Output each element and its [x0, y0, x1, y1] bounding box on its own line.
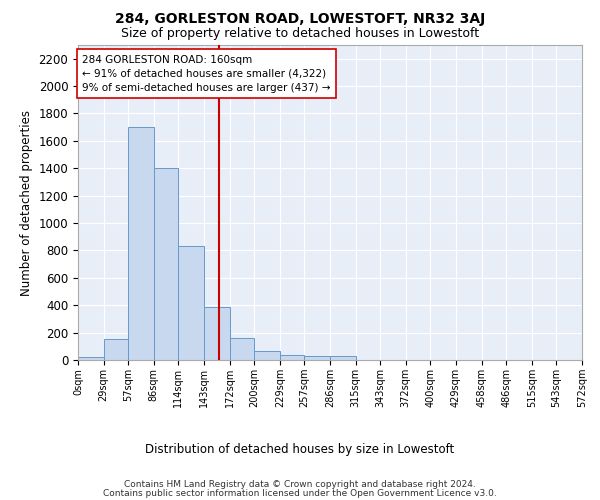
Bar [254, 351, 280, 360]
Bar [104, 339, 128, 360]
Text: 284 GORLESTON ROAD: 160sqm
← 91% of detached houses are smaller (4,322)
9% of se: 284 GORLESTON ROAD: 160sqm ← 91% of deta… [82, 54, 331, 92]
Bar [78, 358, 104, 360]
Bar [280, 354, 304, 360]
Text: Contains public sector information licensed under the Open Government Licence v3: Contains public sector information licen… [103, 489, 497, 498]
Bar [204, 306, 230, 360]
Bar [330, 356, 356, 360]
Bar [128, 127, 154, 360]
Text: Contains HM Land Registry data © Crown copyright and database right 2024.: Contains HM Land Registry data © Crown c… [124, 480, 476, 489]
Bar [154, 168, 178, 360]
Text: Size of property relative to detached houses in Lowestoft: Size of property relative to detached ho… [121, 28, 479, 40]
Bar [304, 356, 330, 360]
Bar [178, 246, 204, 360]
Text: Distribution of detached houses by size in Lowestoft: Distribution of detached houses by size … [145, 442, 455, 456]
Bar [230, 338, 254, 360]
Y-axis label: Number of detached properties: Number of detached properties [20, 110, 33, 296]
Text: 284, GORLESTON ROAD, LOWESTOFT, NR32 3AJ: 284, GORLESTON ROAD, LOWESTOFT, NR32 3AJ [115, 12, 485, 26]
